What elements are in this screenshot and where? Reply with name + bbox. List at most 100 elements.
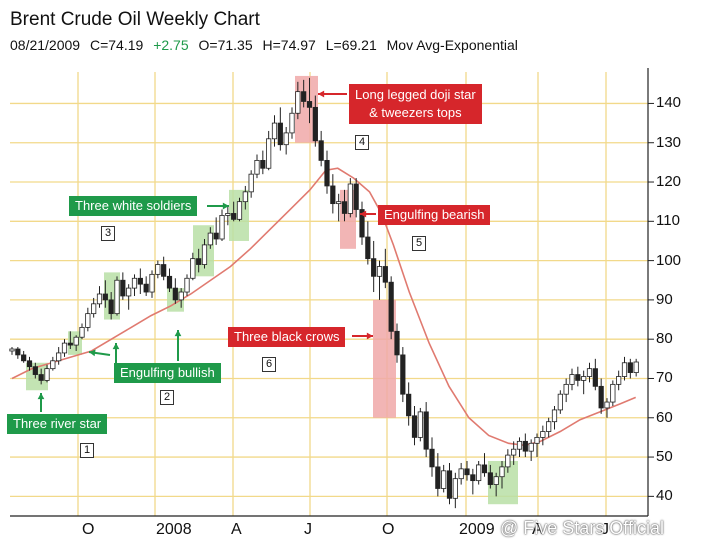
candle-body-up <box>9 348 15 352</box>
candle-body-down <box>487 472 493 485</box>
candle-body-up <box>85 313 91 328</box>
label-engulfing-bullish: Engulfing bullish <box>114 363 221 383</box>
candle-body-down <box>196 258 202 265</box>
watermark: @ Five Stars Official <box>500 518 664 538</box>
change-value: +2.75 <box>153 37 189 53</box>
candle-body-down <box>260 160 266 169</box>
y-tick-label: 40 <box>656 487 673 505</box>
candle-body-up <box>61 342 68 354</box>
y-tick-label: 90 <box>656 290 673 308</box>
label-three-black-crows: Three black crows <box>228 327 346 347</box>
candle-body-up <box>50 360 56 370</box>
high-value: H=74.97 <box>262 37 316 53</box>
candle-body-down <box>470 474 476 482</box>
candle-body-up <box>236 201 243 220</box>
y-tick-label: 80 <box>656 330 673 348</box>
candle-body-up <box>546 421 552 432</box>
pattern-number-6: 6 <box>262 357 276 372</box>
candle-body-up <box>242 191 248 203</box>
candle-body-down <box>353 183 359 210</box>
candle-body-up <box>476 464 482 482</box>
candle-body-up <box>441 470 447 489</box>
candle-body-down <box>592 368 598 387</box>
candle-body-down <box>38 374 44 381</box>
candle-body-down <box>341 201 348 214</box>
candle-body-up <box>336 201 342 205</box>
candle-body-down <box>435 466 441 489</box>
candle-body-down <box>394 330 400 356</box>
candle-body-up <box>493 476 499 485</box>
candle-body-up <box>155 264 161 275</box>
label-doji-line-1: Long legged doji star <box>355 87 476 102</box>
pattern-number-5: 5 <box>412 236 426 251</box>
candle-body-up <box>563 383 569 395</box>
candle-body-up <box>266 138 272 169</box>
highlight-doji-tops <box>295 75 318 143</box>
candle-body-up <box>376 266 383 277</box>
candle-body-up <box>347 183 353 214</box>
candle-body-up <box>540 431 546 438</box>
x-tick-label: A <box>532 521 543 538</box>
candle-body-down <box>522 440 528 452</box>
y-tick-label: 130 <box>656 133 682 151</box>
candle-body-up <box>511 448 517 456</box>
arrow-three-white-soldiers-head <box>222 202 229 210</box>
y-tick-label: 140 <box>656 94 682 112</box>
x-tick-label: O <box>82 521 95 538</box>
candle-body-down <box>306 101 313 108</box>
candle-body-down <box>26 360 33 368</box>
candle-body-down <box>172 287 178 301</box>
candle-body-down <box>324 160 330 187</box>
candle-body-down <box>382 266 388 283</box>
candle-body-up <box>283 132 289 146</box>
candle-body-down <box>277 122 283 146</box>
low-value: L=69.21 <box>325 37 377 53</box>
candle-body-down <box>213 232 219 240</box>
candle-body-up <box>178 291 184 301</box>
open-value: O=71.35 <box>198 37 253 53</box>
x-tick-label: 2009 <box>459 521 495 538</box>
x-tick-label: 2008 <box>156 521 192 538</box>
candle-body-up <box>616 376 622 385</box>
y-tick-label: 100 <box>656 251 682 269</box>
label-engulfing-bearish: Engulfing bearish <box>378 205 491 225</box>
candle-body-up <box>56 352 62 362</box>
arrow-engulfing-bullish-mid-head <box>112 343 120 350</box>
candle-body-down <box>67 342 73 346</box>
candle-body-up <box>114 279 120 315</box>
y-tick-label: 110 <box>656 212 680 230</box>
candle-body-down <box>388 281 394 332</box>
candle-body-down <box>359 209 365 238</box>
candle-body-down <box>318 140 324 161</box>
candle-body-up <box>557 393 563 411</box>
candle-body-down <box>575 374 581 381</box>
pattern-number-3: 3 <box>101 226 115 241</box>
candle-body-up <box>201 244 208 265</box>
candle-body-down <box>411 415 418 438</box>
candle-body-down <box>137 277 143 285</box>
candle-body-down <box>312 106 318 142</box>
candle-body-down <box>108 299 114 315</box>
candle-body-down <box>301 91 307 102</box>
candle-body-up <box>295 91 301 114</box>
candle-body-up <box>254 160 260 175</box>
candle-body-up <box>621 362 628 377</box>
close-value: C=74.19 <box>89 37 144 53</box>
candle-body-up <box>581 376 587 381</box>
candle-body-up <box>569 374 575 385</box>
y-tick-label: 50 <box>656 448 673 466</box>
candle-body-up <box>452 478 458 499</box>
candle-body-up <box>551 409 558 423</box>
x-tick-label: A <box>231 521 242 538</box>
candle-body-up <box>44 368 50 381</box>
candle-body-down <box>429 448 435 468</box>
pattern-number-1: 1 <box>80 443 94 458</box>
candle-body-down <box>627 362 633 373</box>
candle-body-down <box>423 411 429 450</box>
candle-body-down <box>231 213 237 220</box>
candle-body-down <box>365 236 371 260</box>
candle-body-up <box>126 287 132 297</box>
label-doji-line-2: & tweezers tops <box>369 105 462 120</box>
price-summary: 08/21/2009 C=74.19 +2.75 O=71.35 H=74.97… <box>10 37 524 53</box>
